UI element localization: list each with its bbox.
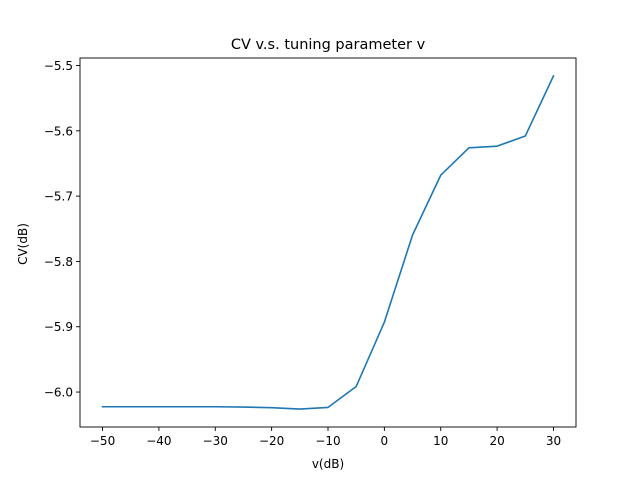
axes-frame <box>79 57 577 428</box>
y-tick-label: −6.0 <box>44 386 73 400</box>
y-tick-label: −5.6 <box>44 124 73 138</box>
y-axis-label: CV(dB) <box>16 223 30 265</box>
x-tick-label: −50 <box>90 434 115 448</box>
x-tick-label: −20 <box>259 434 284 448</box>
plot-area: −50 −40 −30 −20 −10 0 10 20 30 −6.0 −5.9 −5.8 −5.7 −5… <box>44 57 577 448</box>
series-line-0 <box>101 74 555 410</box>
x-tick-label: 20 <box>489 434 504 448</box>
y-tick-label: −5.7 <box>44 190 73 204</box>
x-tick-label: 0 <box>381 434 389 448</box>
x-tick-label: 30 <box>546 434 561 448</box>
x-tick-label: −10 <box>315 434 340 448</box>
y-tick-label: −5.9 <box>44 320 73 334</box>
chart-title: CV v.s. tuning parameter v <box>231 37 426 53</box>
x-axis-label: v(dB) <box>312 457 344 471</box>
x-tick-label: −40 <box>146 434 171 448</box>
x-tick-label: 10 <box>433 434 448 448</box>
x-tick-label: −30 <box>203 434 228 448</box>
y-tick-label: −5.5 <box>44 59 73 73</box>
y-tick-label: −5.8 <box>44 255 73 269</box>
